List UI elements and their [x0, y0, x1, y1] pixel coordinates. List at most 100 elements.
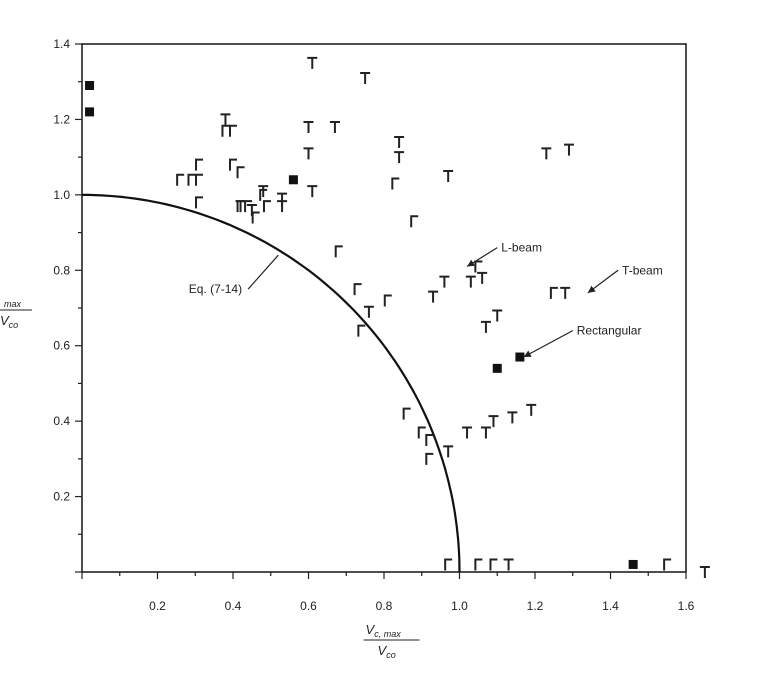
t-beam-point	[307, 56, 318, 69]
l-beam-point	[663, 558, 672, 571]
t-beam-point	[503, 558, 514, 571]
y-label-numerator: max	[4, 299, 22, 309]
t-beam-point	[465, 275, 476, 288]
annotation-pointer	[466, 247, 498, 268]
t-beam-point	[699, 566, 710, 578]
x-tick-label: 0.2	[149, 599, 166, 613]
l-beam-point	[244, 200, 253, 213]
ticks: 0.2 0.4 0.6 0.8 1.0 1.2 1.4 1.6 0.2 0.4 0.6 0.8 1.0 1…	[53, 37, 694, 613]
t-beam-point	[258, 185, 269, 198]
t-beam-point	[526, 403, 537, 416]
t-beam-point	[443, 445, 454, 458]
t-beam-point	[303, 147, 314, 160]
l-beam-point	[474, 558, 483, 571]
l-beam-point	[221, 124, 230, 137]
l-beam-point	[444, 558, 453, 571]
l-beam-point	[425, 452, 434, 465]
x-label-main: V	[366, 622, 376, 637]
annotation-pointer	[247, 254, 279, 290]
l-beam-point	[410, 215, 419, 228]
t-beam-point	[220, 113, 231, 126]
y-label-denominator: Vco	[0, 313, 18, 330]
t-beam-point	[492, 309, 503, 322]
l-beam-point	[195, 173, 204, 186]
rectangular-point	[492, 363, 502, 373]
l-beam-point	[176, 173, 185, 186]
x-label-denom: V	[378, 643, 388, 658]
x-tick-label: 1.2	[527, 599, 544, 613]
x-label-numerator: Vc, max	[366, 622, 402, 639]
t-beam-point	[443, 170, 454, 182]
x-tick-label: 1.0	[451, 599, 468, 613]
t-beam-point	[507, 411, 518, 424]
t-beam-point	[480, 320, 491, 333]
t-beam-point	[277, 200, 288, 213]
annotation-pointer	[587, 269, 619, 294]
l-beam-point	[489, 558, 498, 571]
x-tick-label: 1.6	[678, 599, 695, 613]
l-beam-point	[229, 158, 237, 171]
y-tick-label: 1.2	[53, 112, 70, 126]
y-tick-label: 0.4	[53, 414, 70, 428]
l-beam-point	[195, 196, 204, 209]
l-beam-point	[259, 188, 268, 201]
rectangular-point	[515, 352, 525, 362]
l-beam-point	[391, 177, 400, 190]
curve-layer	[82, 193, 461, 573]
x-tick-label: 0.4	[225, 599, 242, 613]
rectangular-point	[85, 107, 95, 117]
l-beam-point	[402, 407, 411, 420]
t-beam-point	[428, 290, 439, 303]
t-beam-point	[480, 426, 491, 439]
eq-7-14-curve	[82, 193, 461, 573]
rectangular-point	[628, 559, 638, 569]
l-beam-point	[236, 200, 245, 213]
annotation-label: T-beam	[622, 263, 663, 277]
y-tick-label: 1.0	[53, 188, 70, 202]
t-beam-point	[488, 415, 499, 428]
t-beam-point	[462, 426, 473, 439]
annotation-label: L-beam	[501, 241, 542, 255]
y-label-denom: V	[0, 313, 10, 328]
l-beam-point	[334, 245, 343, 258]
t-beam-point	[394, 136, 405, 149]
l-beam-point	[262, 200, 271, 213]
annotation-label: Rectangular	[577, 324, 642, 338]
y-label-sub: max	[4, 299, 22, 309]
l-beam-point	[425, 434, 434, 446]
t-beam-point	[563, 143, 574, 156]
t-beam-point	[360, 71, 371, 84]
t-beam-point	[560, 286, 571, 299]
l-beam-point	[229, 124, 237, 137]
y-tick-label: 0.8	[53, 263, 70, 277]
x-label-denominator: Vco	[378, 643, 396, 660]
t-beam-point	[329, 120, 340, 133]
annotations: Eq. (7-14) L-beam T-beam Rectangular	[189, 241, 663, 358]
l-beam-point	[357, 324, 366, 337]
annotation-pointer	[523, 330, 574, 358]
y-tick-label: 1.4	[53, 37, 70, 51]
l-beam-point	[383, 294, 392, 307]
l-beam-point	[353, 283, 362, 296]
l-beam-point	[195, 158, 204, 171]
plot-frame	[81, 43, 687, 573]
rectangular-point	[85, 80, 95, 90]
annotation-label: Eq. (7-14)	[189, 282, 242, 296]
y-axis-label: max Vco	[0, 299, 32, 330]
l-beam-point	[474, 260, 483, 273]
t-beam-point	[541, 147, 552, 160]
t-beam-point	[477, 271, 488, 284]
t-beam-point	[303, 120, 314, 133]
t-beam-point	[363, 305, 374, 318]
l-beam-point	[549, 286, 558, 299]
t-beam-point	[439, 275, 450, 288]
points	[85, 56, 710, 578]
x-tick-label: 0.8	[376, 599, 393, 613]
x-label-sub: c, max	[374, 629, 401, 639]
y-label-denom-sub: co	[9, 320, 19, 330]
l-beam-point	[236, 166, 245, 179]
t-beam-point	[394, 151, 405, 164]
x-tick-label: 1.4	[602, 599, 619, 613]
